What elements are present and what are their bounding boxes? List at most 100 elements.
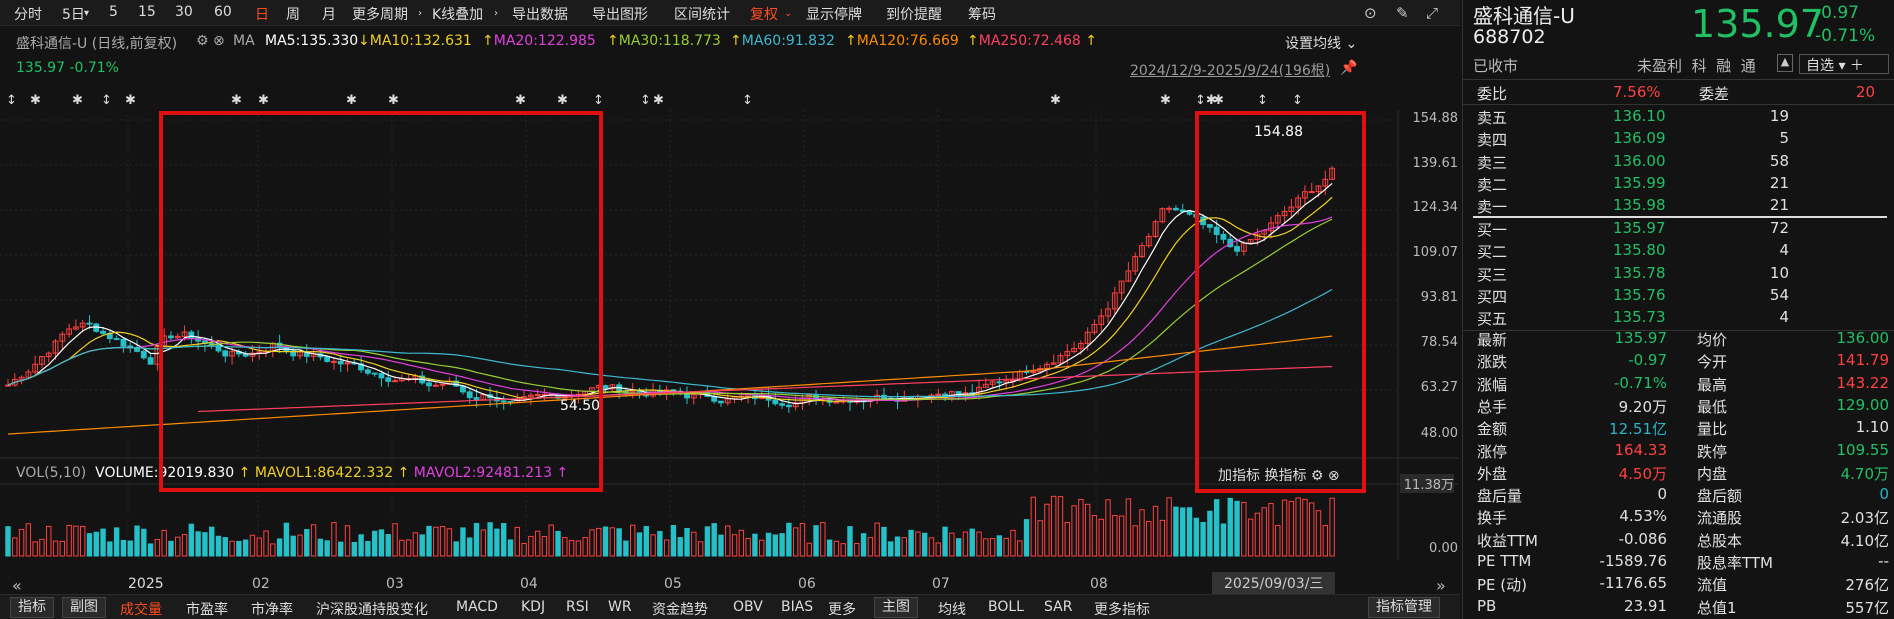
sar-tab[interactable]: SAR — [1044, 599, 1073, 615]
tab-month[interactable]: 月 — [322, 7, 336, 23]
chevron-down-icon[interactable]: › — [494, 8, 498, 19]
indicator-actions: 加指标 换指标 ⚙ ⊗ — [1218, 465, 1340, 485]
pen-icon[interactable]: ✎ — [1396, 4, 1409, 22]
stat-label: 量比 — [1697, 420, 1728, 439]
price-alert-button[interactable]: 到价提醒 — [886, 7, 942, 23]
volume-bar — [1227, 497, 1233, 557]
bid-price: 135.78 — [1613, 263, 1666, 282]
volume-bar — [1030, 496, 1037, 557]
y-tick: 48.00 — [1420, 426, 1458, 441]
volume-bar — [969, 528, 975, 557]
expand-circle-icon[interactable]: ⊙ — [1364, 4, 1377, 22]
scroll-right-icon[interactable]: » — [1436, 576, 1446, 595]
adjust-button[interactable]: 复权 — [750, 7, 778, 23]
gear-icon[interactable]: ⚙ — [1310, 468, 1328, 484]
chips-button[interactable]: 筹码 — [968, 7, 996, 23]
boll-tab[interactable]: BOLL — [988, 599, 1024, 615]
candle-body — [1274, 215, 1281, 224]
candle-body — [168, 335, 174, 339]
candle-body — [181, 331, 188, 337]
pb-tab[interactable]: 市净率 — [251, 602, 293, 618]
pe-tab[interactable]: 市盈率 — [186, 602, 228, 618]
volume-bar — [745, 537, 751, 557]
kdj-tab[interactable]: KDJ — [521, 599, 546, 615]
kline-chart[interactable] — [0, 110, 1458, 560]
chevron-down-icon[interactable]: ⌄ — [784, 8, 793, 19]
volume-bar — [1329, 497, 1335, 557]
watchlist-button[interactable]: 自选 ▾ ＋ — [1799, 54, 1889, 74]
macd-tab[interactable]: MACD — [456, 599, 498, 615]
tab-5day[interactable]: 5日 — [62, 7, 85, 23]
ask-row: 卖一 135.98 21 — [1477, 195, 1889, 217]
volume-bar — [908, 529, 914, 557]
chevron-down-icon[interactable]: › — [418, 8, 422, 19]
bell-icon[interactable]: ▲ — [1777, 54, 1793, 72]
rsi-tab[interactable]: RSI — [566, 599, 589, 615]
price-change-pct: -0.71% — [1815, 26, 1876, 46]
export-data-button[interactable]: 导出数据 — [512, 7, 568, 23]
hk-connect-tab[interactable]: 沪深股通持股变化 — [316, 602, 428, 618]
scroll-left-icon[interactable]: « — [12, 576, 22, 595]
obv-tab[interactable]: OBV — [733, 599, 763, 615]
tab-minute[interactable]: 分时 — [14, 7, 42, 23]
fund-trend-tab[interactable]: 资金趋势 — [652, 602, 708, 618]
close-icon[interactable]: ⊗ — [1327, 468, 1340, 484]
volume-bar — [1078, 498, 1084, 557]
volume-bar — [46, 525, 52, 557]
kline-overlay-button[interactable]: K线叠加 — [432, 7, 484, 23]
volume-bar — [548, 524, 554, 557]
volume-bar — [392, 523, 398, 557]
vol-y-min: 0.00 — [1429, 541, 1458, 556]
vol-label: VOL(5,10) — [16, 465, 87, 481]
main-chart-tab[interactable]: 主图 — [874, 597, 918, 618]
tab-week[interactable]: 周 — [286, 7, 300, 23]
ask-row: 卖三 136.00 58 — [1477, 151, 1889, 173]
candle-body — [1091, 323, 1098, 333]
ma-tab[interactable]: 均线 — [938, 602, 966, 618]
market-status: 已收市 — [1473, 57, 1519, 75]
show-halt-button[interactable]: 显示停牌 — [806, 7, 862, 23]
add-indicator-button[interactable]: 加指标 — [1218, 468, 1260, 484]
ma60-line — [7, 288, 1333, 398]
volume-bar — [568, 540, 575, 557]
tab-15min[interactable]: 15 — [138, 4, 156, 20]
switch-indicator-button[interactable]: 换指标 — [1264, 468, 1307, 484]
volume-bar — [901, 537, 908, 557]
indicator-manage-button[interactable]: 指标管理 — [1368, 597, 1440, 618]
volume-bar — [229, 540, 235, 557]
volume-bar — [799, 523, 806, 557]
export-chart-button[interactable]: 导出图形 — [592, 7, 648, 23]
tab-60min[interactable]: 60 — [214, 4, 232, 20]
volume-bar — [439, 525, 446, 557]
bias-tab[interactable]: BIAS — [781, 599, 814, 615]
wr-tab[interactable]: WR — [608, 599, 632, 615]
candle-body — [473, 397, 480, 401]
volume-bar — [1098, 518, 1104, 557]
ma-settings-button[interactable]: 设置均线 ⌄ — [1285, 36, 1358, 52]
mavol1-value: MAVOL1:86422.332 — [254, 465, 394, 481]
tab-30min[interactable]: 30 — [175, 4, 193, 20]
volume-bar — [236, 540, 242, 557]
ask-row: 卖五 136.10 19 — [1477, 106, 1889, 128]
subchart-tab[interactable]: 副图 — [62, 597, 106, 618]
candle-body — [1234, 246, 1240, 252]
indicator-tab[interactable]: 指标 — [10, 597, 54, 618]
pin-icon[interactable]: 📌 — [1340, 60, 1358, 76]
gear-icon[interactable]: ⚙ ⊗ — [196, 33, 225, 49]
volume-bar — [589, 529, 595, 557]
volume-bar — [1159, 519, 1166, 557]
more-indicators-tab[interactable]: 更多指标 — [1094, 602, 1150, 618]
volume-tab[interactable]: 成交量 — [120, 602, 162, 618]
volume-bar — [405, 539, 412, 557]
more-tab[interactable]: 更多 — [828, 602, 856, 618]
volume-bar — [1166, 497, 1172, 557]
volume-bar — [1139, 509, 1145, 557]
volume-bar — [134, 525, 140, 557]
more-periods-button[interactable]: 更多周期 — [352, 7, 408, 23]
range-stats-button[interactable]: 区间统计 — [674, 7, 730, 23]
volume-bar — [385, 534, 391, 557]
fullscreen-icon[interactable]: ⤢ — [1426, 4, 1439, 22]
tab-day[interactable]: 日 — [255, 7, 269, 23]
chevron-down-icon[interactable]: ▾ — [84, 8, 90, 19]
tab-5min[interactable]: 5 — [109, 4, 118, 20]
